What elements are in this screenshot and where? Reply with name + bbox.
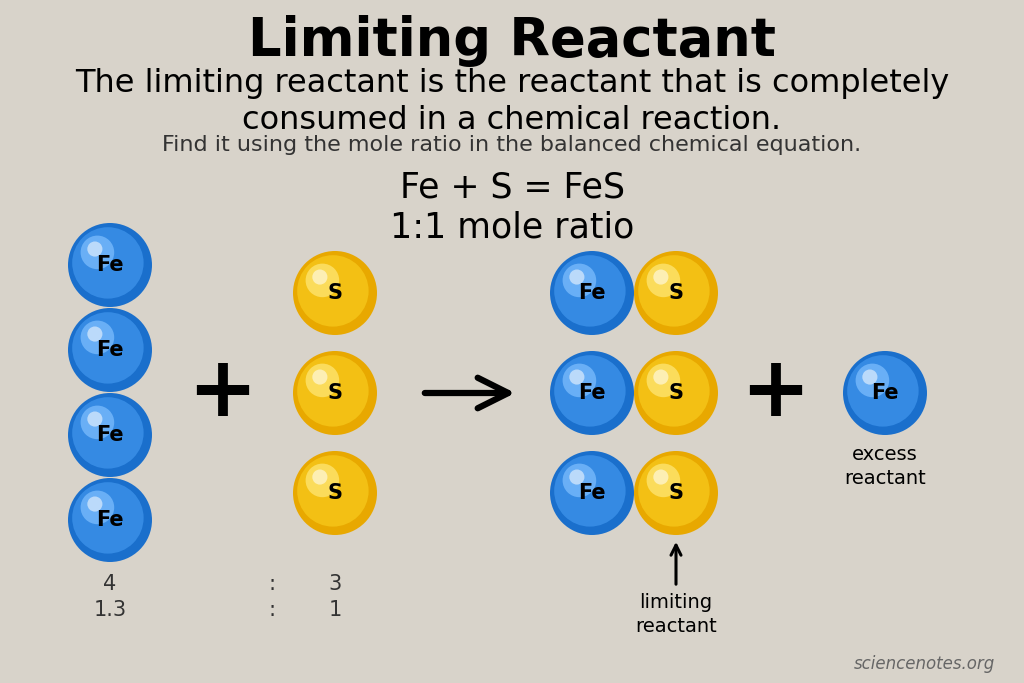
Circle shape — [73, 398, 143, 469]
Circle shape — [569, 370, 585, 385]
Text: Fe: Fe — [871, 383, 899, 403]
Text: 1:1 mole ratio: 1:1 mole ratio — [390, 211, 634, 245]
Circle shape — [73, 482, 143, 554]
Circle shape — [297, 255, 369, 326]
Text: S: S — [669, 483, 683, 503]
Circle shape — [634, 451, 718, 535]
Circle shape — [638, 455, 710, 527]
Text: 3
1: 3 1 — [329, 574, 342, 619]
Text: Fe: Fe — [579, 283, 606, 303]
Circle shape — [73, 227, 143, 298]
Circle shape — [87, 242, 102, 257]
Circle shape — [550, 451, 634, 535]
Text: Fe: Fe — [96, 425, 124, 445]
Text: Fe: Fe — [579, 483, 606, 503]
Circle shape — [73, 312, 143, 384]
Circle shape — [569, 469, 585, 485]
Text: sciencenotes.org: sciencenotes.org — [854, 655, 995, 673]
Text: S: S — [328, 383, 342, 403]
Text: Fe: Fe — [96, 510, 124, 530]
Circle shape — [634, 351, 718, 435]
Circle shape — [68, 478, 152, 562]
Text: S: S — [328, 283, 342, 303]
Circle shape — [297, 355, 369, 427]
Circle shape — [312, 469, 328, 485]
Circle shape — [856, 363, 889, 398]
Text: limiting
reactant: limiting reactant — [635, 593, 717, 635]
Circle shape — [68, 393, 152, 477]
Circle shape — [87, 326, 102, 342]
Circle shape — [646, 264, 680, 297]
Circle shape — [562, 264, 596, 297]
Circle shape — [554, 255, 626, 326]
Text: S: S — [328, 483, 342, 503]
Circle shape — [293, 451, 377, 535]
Circle shape — [81, 236, 115, 269]
Text: +: + — [740, 352, 810, 434]
FancyArrowPatch shape — [425, 378, 508, 408]
Circle shape — [297, 455, 369, 527]
Circle shape — [87, 497, 102, 512]
Text: S: S — [669, 283, 683, 303]
Text: 4
1.3: 4 1.3 — [93, 574, 127, 619]
Text: The limiting reactant is the reactant that is completely
consumed in a chemical : The limiting reactant is the reactant th… — [75, 68, 949, 136]
Circle shape — [569, 270, 585, 285]
Text: Fe + S = FeS: Fe + S = FeS — [399, 171, 625, 205]
Circle shape — [554, 455, 626, 527]
Circle shape — [550, 251, 634, 335]
Circle shape — [293, 351, 377, 435]
Text: Fe: Fe — [579, 383, 606, 403]
Circle shape — [81, 406, 115, 439]
Circle shape — [562, 363, 596, 398]
Text: +: + — [187, 352, 257, 434]
Circle shape — [87, 411, 102, 427]
Circle shape — [81, 320, 115, 354]
Circle shape — [305, 264, 339, 297]
Circle shape — [81, 490, 115, 524]
Circle shape — [312, 270, 328, 285]
Circle shape — [68, 308, 152, 392]
Text: S: S — [669, 383, 683, 403]
Text: Fe: Fe — [96, 255, 124, 275]
Circle shape — [68, 223, 152, 307]
Circle shape — [312, 370, 328, 385]
Text: Limiting Reactant: Limiting Reactant — [248, 15, 776, 67]
Circle shape — [550, 351, 634, 435]
Circle shape — [862, 370, 878, 385]
Circle shape — [634, 251, 718, 335]
Text: Fe: Fe — [96, 340, 124, 360]
Circle shape — [638, 255, 710, 326]
Circle shape — [843, 351, 927, 435]
Circle shape — [305, 464, 339, 497]
Text: Find it using the mole ratio in the balanced chemical equation.: Find it using the mole ratio in the bala… — [163, 135, 861, 155]
Text: :
:: : : — [268, 574, 275, 619]
Circle shape — [305, 363, 339, 398]
Circle shape — [638, 355, 710, 427]
Circle shape — [847, 355, 919, 427]
Circle shape — [646, 464, 680, 497]
Circle shape — [646, 363, 680, 398]
Circle shape — [554, 355, 626, 427]
Circle shape — [293, 251, 377, 335]
Circle shape — [653, 469, 669, 485]
Circle shape — [653, 370, 669, 385]
Circle shape — [562, 464, 596, 497]
Circle shape — [653, 270, 669, 285]
Text: excess
reactant: excess reactant — [844, 445, 926, 488]
